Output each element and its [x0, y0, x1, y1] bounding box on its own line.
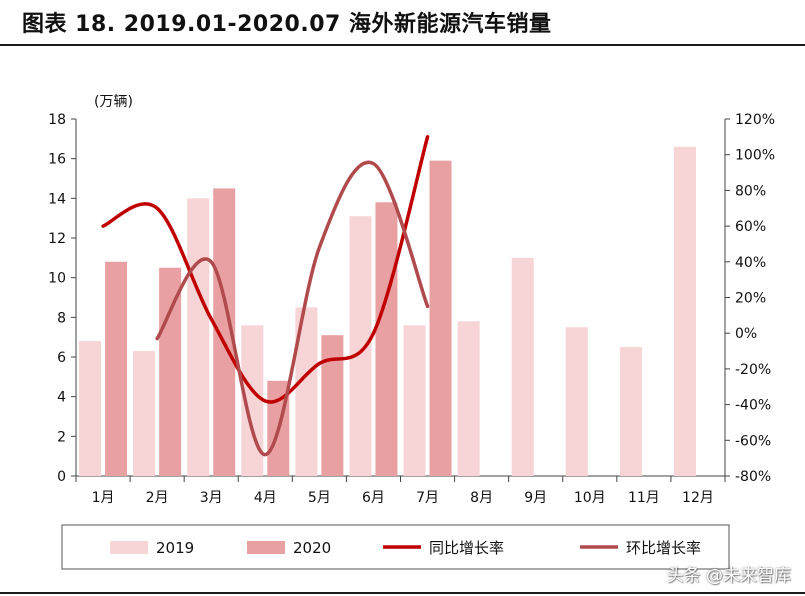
title-underline [0, 44, 805, 46]
x-tick-label: 10月 [574, 490, 606, 506]
legend-2020-swatch [247, 541, 285, 554]
y-tick-label: 12 [48, 231, 66, 247]
bottom-rule [0, 592, 805, 594]
bar-2019 [79, 341, 102, 476]
y-tick-label: 6 [57, 350, 66, 366]
legend-mom-label: 环比增长率 [626, 539, 701, 557]
y-tick-label: 4 [57, 390, 66, 406]
chart-title: 图表 18. 2019.01-2020.07 海外新能源汽车销量 [22, 12, 552, 37]
y2-tick-label: -60% [735, 433, 771, 449]
x-tick-label: 6月 [362, 490, 385, 506]
bar-2019 [511, 257, 534, 476]
bar-2019 [349, 216, 372, 476]
bar-2019 [241, 325, 264, 476]
bar-2020 [429, 160, 452, 476]
y-tick-label: 0 [57, 469, 66, 485]
legend-box [61, 524, 730, 570]
x-tick-label: 1月 [92, 490, 115, 506]
y2-tick-label: -20% [735, 362, 771, 378]
y2-tick-label: 100% [735, 148, 775, 164]
bar-2020 [159, 267, 182, 476]
legend-yoy-label: 同比增长率 [429, 539, 504, 557]
bar-2019 [673, 146, 696, 476]
x-tick-label: 8月 [470, 490, 493, 506]
y2-tick-label: -80% [735, 469, 771, 485]
bar-2019 [403, 325, 426, 476]
bar-2019 [619, 347, 642, 476]
bars-group [79, 146, 696, 477]
bar-2020 [105, 261, 128, 476]
bar-2019 [187, 198, 210, 477]
x-tick-label: 9月 [524, 490, 547, 506]
bar-2019 [295, 307, 318, 476]
x-tick-label: 7月 [416, 490, 439, 506]
y-tick-label: 2 [57, 429, 66, 445]
y-tick-label: 14 [48, 191, 66, 207]
line-yoy [101, 135, 430, 404]
legend-2020-label: 2020 [293, 539, 331, 557]
y2-tick-label: -40% [735, 398, 771, 414]
tick-labels-group: 0 2 4 6 8 10 12 14 16 18 -80% -60% -40% -20% 0% 20% 40% 6… [48, 112, 775, 506]
x-tick-label: 11月 [628, 490, 660, 506]
y2-tick-label: 80% [735, 183, 766, 199]
bar-2019 [457, 321, 480, 476]
x-tick-label: 5月 [308, 490, 331, 506]
y-axis-label: (万辆) [94, 94, 133, 110]
bar-2020 [213, 188, 236, 476]
bar-2019 [133, 351, 156, 476]
legend-2019-label: 2019 [156, 539, 194, 557]
y2-tick-label: 60% [735, 219, 766, 235]
x-tick-label: 2月 [146, 490, 169, 506]
y2-tick-label: 120% [735, 112, 775, 128]
y-tick-label: 10 [48, 271, 66, 287]
lines-group [101, 135, 430, 457]
y-tick-label: 16 [48, 152, 66, 168]
bar-2020 [375, 202, 398, 477]
x-tick-label: 12月 [682, 490, 714, 506]
y2-tick-label: 20% [735, 291, 766, 307]
y2-tick-label: 40% [735, 255, 766, 271]
axes-group [71, 118, 730, 482]
legend: 2019 2020 同比增长率 环比增长率 [61, 524, 730, 570]
bar-2020 [321, 335, 344, 476]
y-tick-label: 18 [48, 112, 66, 128]
x-tick-label: 4月 [254, 490, 277, 506]
line-mom [155, 160, 430, 457]
y2-tick-label: 0% [735, 326, 757, 342]
watermark: 头条 @未来智库 [666, 566, 791, 586]
x-tick-label: 3月 [200, 490, 223, 506]
y-tick-label: 8 [57, 310, 66, 326]
legend-2019-swatch [110, 541, 148, 554]
bar-2019 [565, 327, 588, 476]
